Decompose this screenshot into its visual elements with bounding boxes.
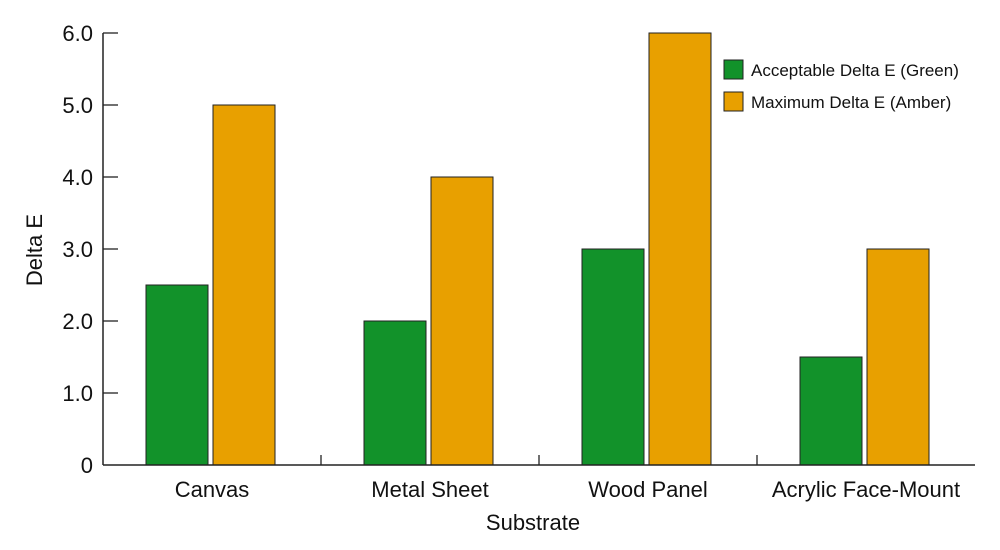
- bar-acceptable-3: [799, 356, 863, 466]
- y-tick-label: 0: [81, 453, 93, 478]
- y-tick-label: 3.0: [62, 237, 93, 262]
- y-tick-label: 5.0: [62, 93, 93, 118]
- bar-maximum-0: [212, 104, 276, 466]
- axes-group: Canvas Metal Sheet Wood Panel Acrylic Face-…: [62, 21, 975, 502]
- legend: Acceptable Delta E (Green) Maximum Delta …: [723, 59, 959, 112]
- legend-swatch: [723, 91, 744, 112]
- bar-acceptable-2: [581, 248, 645, 466]
- y-axis-label: Delta E: [22, 214, 47, 286]
- x-tick-label: Acrylic Face-Mount: [772, 477, 960, 502]
- bar-acceptable-0: [145, 284, 209, 466]
- y-tick-label: 4.0: [62, 165, 93, 190]
- x-tick-label: Wood Panel: [588, 477, 707, 502]
- bar-maximum-2: [648, 32, 712, 466]
- y-tick-label: 2.0: [62, 309, 93, 334]
- y-tick-label: 1.0: [62, 381, 93, 406]
- legend-label: Maximum Delta E (Amber): [751, 93, 951, 112]
- bar-maximum-1: [430, 176, 494, 466]
- bar-acceptable-1: [363, 320, 427, 466]
- legend-swatch: [723, 59, 744, 80]
- bar-maximum-3: [866, 248, 930, 466]
- x-tick-label: Canvas: [175, 477, 250, 502]
- legend-label: Acceptable Delta E (Green): [751, 61, 959, 80]
- x-tick-label: Metal Sheet: [371, 477, 488, 502]
- bars-group: [145, 32, 930, 466]
- y-tick-label: 6.0: [62, 21, 93, 46]
- x-axis-label: Substrate: [486, 510, 580, 535]
